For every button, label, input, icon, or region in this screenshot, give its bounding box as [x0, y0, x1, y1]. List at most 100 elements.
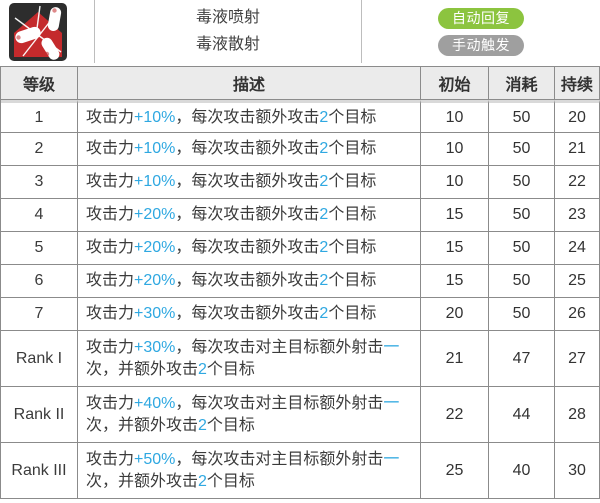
initial-cell: 21	[421, 331, 489, 387]
duration-cell: 22	[555, 166, 600, 199]
highlighted-value: 2	[319, 108, 329, 126]
cost-cell: 50	[489, 199, 555, 232]
highlighted-value: 2	[319, 140, 329, 157]
skill-level-table: 等级 描述 初始 消耗 持续 1 攻击力+10%，每次攻击额外攻击2个目标 10 50…	[0, 66, 600, 499]
duration-cell: 23	[555, 199, 600, 232]
highlighted-value: 2	[319, 173, 329, 190]
highlighted-value: +20%	[134, 239, 176, 256]
duration-cell: 27	[555, 331, 600, 387]
duration-cell: 24	[555, 232, 600, 265]
highlighted-value: +10%	[134, 140, 176, 157]
description-text: 攻击力+50%，每次攻击对主目标额外射击一 次，并额外攻击2个目标	[86, 449, 399, 493]
table-row: 1 攻击力+10%，每次攻击额外攻击2个目标 10 50 20	[1, 100, 600, 133]
cost-cell: 50	[489, 232, 555, 265]
level-cell: 6	[1, 265, 78, 298]
column-header-level: 等级	[1, 67, 78, 100]
duration-cell: 21	[555, 133, 600, 166]
table-row: Rank III 攻击力+50%，每次攻击对主目标额外射击一 次，并额外攻击2个目…	[1, 443, 600, 499]
highlighted-value: +40%	[134, 394, 176, 412]
description-segment: ，每次攻击额外攻击	[175, 173, 320, 190]
table-row: 4 攻击力+20%，每次攻击额外攻击2个目标 15 50 23	[1, 199, 600, 232]
description-segment: 个目标	[328, 206, 377, 223]
description-segment: ，每次攻击额外攻击	[175, 206, 320, 223]
table-row: Rank II 攻击力+40%，每次攻击对主目标额外射击一 次，并额外攻击2个目标…	[1, 387, 600, 443]
duration-cell: 26	[555, 298, 600, 331]
description-segment: ，每次攻击对主目标额外射击	[175, 338, 384, 356]
initial-cell: 22	[421, 387, 489, 443]
skill-icon-cell	[0, 0, 94, 63]
table-body: 1 攻击力+10%，每次攻击额外攻击2个目标 10 50 20 2 攻击力+10%，每次攻击…	[1, 100, 600, 499]
highlighted-value: 2	[198, 360, 207, 378]
description-cell: 攻击力+20%，每次攻击额外攻击2个目标	[78, 199, 421, 232]
highlighted-value: +30%	[134, 305, 176, 322]
description-segment: 个目标	[328, 140, 377, 157]
description-cell: 攻击力+10%，每次攻击额外攻击2个目标	[78, 166, 421, 199]
scatter-shells-icon	[9, 3, 67, 61]
highlighted-value: +20%	[134, 206, 176, 223]
description-segment: 攻击力	[86, 108, 135, 126]
description-segment: 个目标	[206, 360, 255, 378]
cost-cell: 50	[489, 265, 555, 298]
description-text: 攻击力+10%，每次攻击额外攻击2个目标	[86, 138, 376, 160]
highlighted-value: 2	[198, 416, 207, 434]
highlighted-value: +30%	[134, 338, 176, 356]
column-header-initial: 初始	[421, 67, 489, 100]
level-cell: Rank I	[1, 331, 78, 387]
description-segment: 次，并额外攻击	[86, 416, 199, 434]
description-segment: 攻击力	[86, 239, 135, 256]
table-row: 5 攻击力+20%，每次攻击额外攻击2个目标 15 50 24	[1, 232, 600, 265]
duration-cell: 25	[555, 265, 600, 298]
description-text: 攻击力+20%，每次攻击额外攻击2个目标	[86, 204, 376, 226]
description-segment: ，每次攻击对主目标额外射击	[175, 450, 384, 468]
highlighted-value: 一	[383, 338, 400, 356]
manual-trigger-badge: 手动触发	[438, 34, 524, 56]
cost-cell: 44	[489, 387, 555, 443]
cost-cell: 50	[489, 133, 555, 166]
table-header-row: 等级 描述 初始 消耗 持续	[1, 67, 600, 100]
duration-cell: 30	[555, 443, 600, 499]
initial-cell: 10	[421, 133, 489, 166]
description-segment: ，每次攻击额外攻击	[175, 239, 320, 256]
level-cell: 5	[1, 232, 78, 265]
description-segment: 攻击力	[86, 206, 135, 223]
highlighted-value: +10%	[134, 173, 176, 190]
description-text: 攻击力+20%，每次攻击额外攻击2个目标	[86, 270, 376, 292]
description-segment: ，每次攻击对主目标额外射击	[175, 394, 384, 412]
description-cell: 攻击力+40%，每次攻击对主目标额外射击一 次，并额外攻击2个目标	[78, 387, 421, 443]
initial-cell: 15	[421, 232, 489, 265]
highlighted-value: +10%	[134, 108, 176, 126]
description-segment: 个目标	[328, 305, 377, 322]
table-row: 2 攻击力+10%，每次攻击额外攻击2个目标 10 50 21	[1, 133, 600, 166]
column-header-cost: 消耗	[489, 67, 555, 100]
description-text: 攻击力+20%，每次攻击额外攻击2个目标	[86, 237, 376, 259]
highlighted-value: +20%	[134, 272, 176, 289]
description-text: 攻击力+40%，每次攻击对主目标额外射击一 次，并额外攻击2个目标	[86, 393, 399, 437]
skill-names: 毒液喷射 毒液散射	[94, 0, 362, 63]
initial-cell: 10	[421, 100, 489, 133]
level-cell: 3	[1, 166, 78, 199]
column-header-duration: 持续	[555, 67, 600, 100]
description-segment: 个目标	[328, 173, 377, 190]
description-cell: 攻击力+10%，每次攻击额外攻击2个目标	[78, 133, 421, 166]
description-segment: 个目标	[206, 416, 255, 434]
description-text: 攻击力+30%，每次攻击额外攻击2个目标	[86, 303, 376, 325]
description-segment: 攻击力	[86, 394, 135, 412]
description-cell: 攻击力+10%，每次攻击额外攻击2个目标	[78, 100, 421, 133]
description-segment: 次，并额外攻击	[86, 360, 199, 378]
skill-name-secondary: 毒液散射	[195, 36, 260, 53]
highlighted-value: +50%	[134, 450, 176, 468]
description-segment: 攻击力	[86, 140, 135, 157]
skill-header: 毒液喷射 毒液散射 自动回复 手动触发	[0, 0, 600, 63]
table-row: 7 攻击力+30%，每次攻击额外攻击2个目标 20 50 26	[1, 298, 600, 331]
description-segment: 次，并额外攻击	[86, 472, 199, 490]
highlighted-value: 一	[383, 394, 400, 412]
duration-cell: 28	[555, 387, 600, 443]
description-text: 攻击力+10%，每次攻击额外攻击2个目标	[86, 107, 376, 129]
skill-name-primary: 毒液喷射	[195, 9, 260, 26]
description-segment: 个目标	[328, 239, 377, 256]
initial-cell: 10	[421, 166, 489, 199]
level-cell: Rank III	[1, 443, 78, 499]
description-segment: 个目标	[328, 272, 377, 289]
highlighted-value: 2	[319, 239, 329, 256]
description-segment: ，每次攻击额外攻击	[175, 272, 320, 289]
